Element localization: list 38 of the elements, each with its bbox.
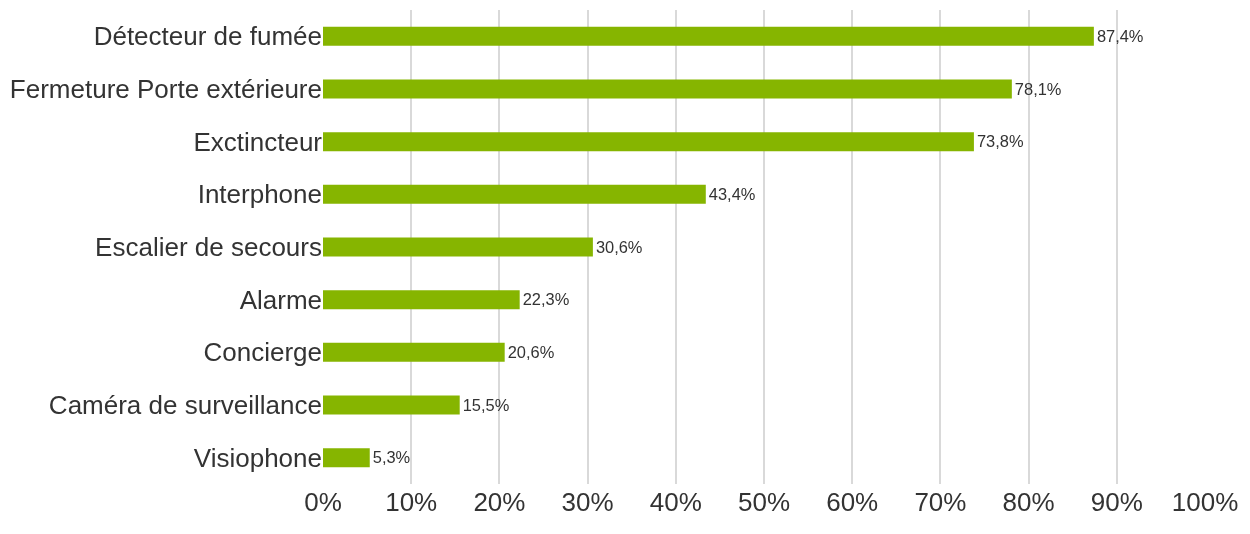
bar [323, 448, 370, 468]
y-tick-label: Détecteur de fumée [93, 21, 322, 52]
y-tick-label: Escalier de secours [95, 232, 322, 263]
x-tick-label: 80% [1002, 487, 1055, 517]
bar [323, 26, 1094, 46]
data-label: 43,4% [708, 185, 756, 204]
x-tick-label: 40% [649, 487, 702, 517]
bar [323, 132, 974, 152]
x-tick-label: 50% [737, 487, 791, 517]
x-tick-label: 20% [473, 487, 526, 517]
x-tick-label: 10% [385, 487, 438, 517]
y-tick-label: Concierge [203, 337, 322, 368]
data-label: 30,6% [595, 237, 643, 256]
bar [323, 290, 520, 310]
data-label: 73,8% [976, 132, 1024, 151]
bar [323, 395, 460, 415]
data-label: 5,3% [372, 448, 411, 467]
data-label: 78,1% [1014, 79, 1062, 98]
data-label: 15,5% [462, 395, 510, 414]
data-label: 22,3% [522, 290, 570, 309]
y-tick-label: Exctincteur [193, 126, 323, 157]
y-tick-label: Interphone [197, 179, 322, 210]
y-tick-label: Visiophone [193, 442, 322, 473]
x-tick-label: 30% [561, 487, 614, 517]
x-tick-label: 60% [826, 487, 879, 517]
y-tick-label: Alarme [239, 284, 322, 315]
data-label: 20,6% [507, 343, 555, 362]
bar [323, 237, 593, 257]
x-tick-label: 90% [1090, 487, 1143, 517]
x-tick-label: 70% [914, 487, 967, 517]
bar [323, 79, 1012, 99]
x-tick-label: 100% [1171, 487, 1239, 517]
bar [323, 342, 505, 362]
y-tick-label: Fermeture Porte extérieure [9, 74, 322, 105]
data-label: 87,4% [1096, 27, 1144, 46]
x-tick-label: 0% [304, 487, 342, 517]
y-tick-label: Caméra de surveillance [48, 390, 322, 421]
bar [323, 184, 706, 204]
